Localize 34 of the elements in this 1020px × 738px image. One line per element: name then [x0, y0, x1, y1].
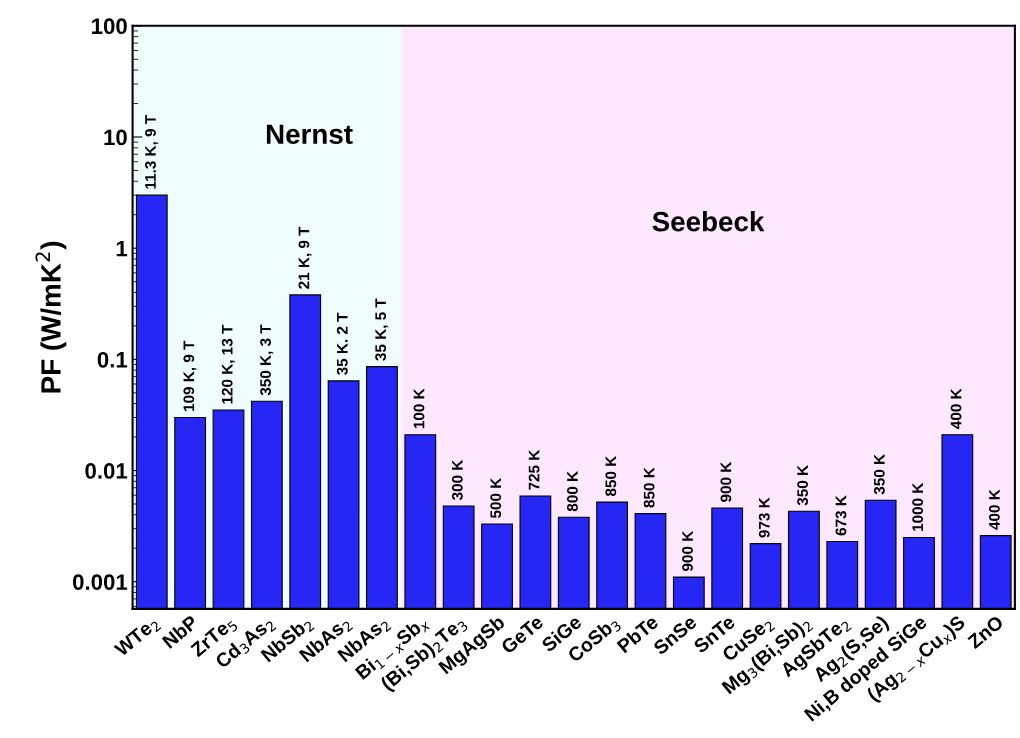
annotation: 35 K. 2 T [336, 312, 348, 375]
annotation: 850 K [605, 455, 617, 497]
y-tick-label: 0.001 [73, 574, 128, 590]
annotation: 1000 K [912, 482, 924, 531]
annotation: 500 K [490, 477, 502, 519]
y-tick-label: 0.01 [85, 463, 128, 479]
annotation: 350 K, 3 T [260, 324, 274, 396]
x-tick-label: WTe$_{2}$ [113, 615, 162, 660]
band-label: Seebeck [652, 211, 765, 232]
y-tick-label: 100 [92, 18, 127, 35]
annotation: 100 K [413, 388, 425, 429]
annotation: 300 K [451, 459, 463, 501]
annotation: 350 K [873, 454, 885, 495]
annotation: 350 K [797, 465, 809, 506]
y-tick-label: 1 [116, 240, 128, 257]
annotation: 725 K [528, 449, 540, 490]
annotation: 109 K, 9 T [183, 340, 197, 411]
annotation: Nernst [266, 124, 353, 145]
annotation: 21 K, 9 T [298, 226, 312, 289]
annotation: 11.3 K, 9 T [145, 115, 159, 189]
y-tick-label: 0.1 [97, 351, 128, 368]
annotation: 673 K [835, 495, 847, 536]
x-tick-label: ZnO [966, 614, 1005, 650]
y-tick-label: 10 [104, 129, 127, 146]
annotation: 973 K [758, 497, 770, 538]
annotation: 35 K, 5 T [375, 298, 389, 361]
y-axis-title: PF (W/mK$^{2}$) [35, 241, 67, 393]
annotation: 900 K [682, 530, 693, 572]
annotation: 120 K, 13 T [221, 324, 235, 404]
annotation: 800 K [567, 471, 578, 512]
annotation: 850 K [643, 467, 655, 508]
annotation: 400 K [989, 489, 1000, 530]
annotation: 400 K [950, 388, 962, 429]
annotation: 900 K [720, 461, 732, 502]
